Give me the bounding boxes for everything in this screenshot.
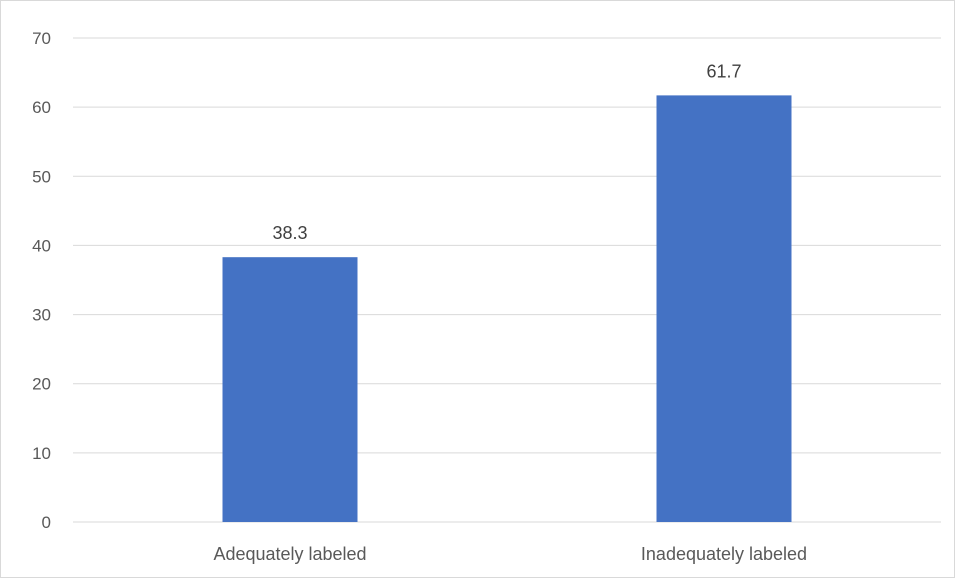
y-axis-tick-labels: 0 10 20 30 40 50 60 70 — [32, 29, 51, 532]
y-tick-label: 20 — [32, 375, 51, 394]
y-tick-label: 0 — [42, 513, 51, 532]
data-labels: 38.3 61.7 — [272, 61, 741, 243]
y-tick-label: 70 — [32, 29, 51, 48]
y-tick-label: 30 — [32, 306, 51, 325]
gridlines — [73, 37, 941, 523]
y-tick-label: 10 — [32, 444, 51, 463]
x-category-label: Adequately labeled — [213, 544, 366, 564]
data-label: 38.3 — [272, 223, 307, 243]
bar-1 — [222, 257, 358, 522]
x-category-label: Inadequately labeled — [641, 544, 807, 564]
bar-2 — [656, 95, 792, 522]
y-tick-label: 60 — [32, 98, 51, 117]
bars — [222, 95, 792, 522]
x-axis-category-labels: Adequately labeled Inadequately labeled — [213, 544, 807, 564]
y-tick-label: 40 — [32, 236, 51, 255]
y-tick-label: 50 — [32, 167, 51, 186]
data-label: 61.7 — [706, 61, 741, 81]
